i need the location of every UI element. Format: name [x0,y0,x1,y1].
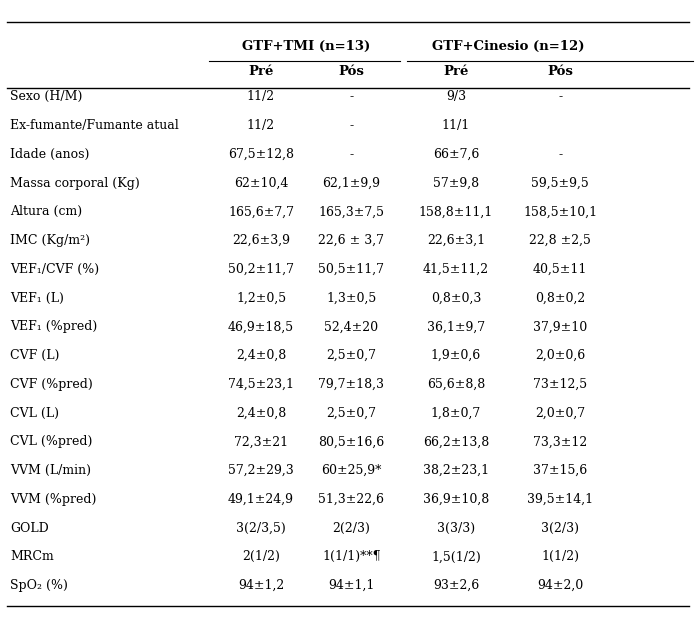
Text: Ex-fumante/Fumante atual: Ex-fumante/Fumante atual [10,119,179,132]
Text: 11/1: 11/1 [442,119,470,132]
Text: 38,2±23,1: 38,2±23,1 [422,464,489,477]
Text: 36,1±9,7: 36,1±9,7 [427,321,485,333]
Text: -: - [349,91,354,103]
Text: 37,9±10: 37,9±10 [533,321,587,333]
Text: GTF+TMI (n=13): GTF+TMI (n=13) [242,41,370,53]
Text: Pós: Pós [338,66,365,78]
Text: VEF₁ (L): VEF₁ (L) [10,292,64,304]
Text: 94±1,2: 94±1,2 [238,579,284,592]
Text: 94±1,1: 94±1,1 [329,579,374,592]
Text: 40,5±11: 40,5±11 [533,263,587,276]
Text: 1,2±0,5: 1,2±0,5 [236,292,286,304]
Text: 94±2,0: 94±2,0 [537,579,583,592]
Text: 158,8±11,1: 158,8±11,1 [419,206,493,218]
Text: Massa corporal (Kg): Massa corporal (Kg) [10,177,140,189]
Text: 49,1±24,9: 49,1±24,9 [228,493,294,506]
Text: 93±2,6: 93±2,6 [433,579,479,592]
Text: 51,3±22,6: 51,3±22,6 [319,493,384,506]
Text: 2(1/2): 2(1/2) [242,551,280,563]
Text: CVF (%pred): CVF (%pred) [10,378,93,391]
Text: 57,2±29,3: 57,2±29,3 [228,464,294,477]
Text: 73,3±12: 73,3±12 [533,436,587,448]
Text: 67,5±12,8: 67,5±12,8 [228,148,294,161]
Text: -: - [349,119,354,132]
Text: 165,3±7,5: 165,3±7,5 [319,206,384,218]
Text: 1,9±0,6: 1,9±0,6 [431,349,481,362]
Text: 11/2: 11/2 [247,91,275,103]
Text: 39,5±14,1: 39,5±14,1 [527,493,594,506]
Text: 66,2±13,8: 66,2±13,8 [422,436,489,448]
Text: 66±7,6: 66±7,6 [433,148,479,161]
Text: 79,7±18,3: 79,7±18,3 [319,378,384,391]
Text: VEF₁/CVF (%): VEF₁/CVF (%) [10,263,100,276]
Text: CVF (L): CVF (L) [10,349,60,362]
Text: MRCm: MRCm [10,551,54,563]
Text: 2,5±0,7: 2,5±0,7 [326,407,377,419]
Text: -: - [558,148,562,161]
Text: 37±15,6: 37±15,6 [533,464,587,477]
Text: GTF+Cinesio (n=12): GTF+Cinesio (n=12) [432,41,585,53]
Text: 2,4±0,8: 2,4±0,8 [236,407,286,419]
Text: 2(2/3): 2(2/3) [333,522,370,534]
Text: 1(1/1)**¶: 1(1/1)**¶ [322,551,381,563]
Text: 41,5±11,2: 41,5±11,2 [422,263,489,276]
Text: 80,5±16,6: 80,5±16,6 [318,436,385,448]
Text: 2,4±0,8: 2,4±0,8 [236,349,286,362]
Text: -: - [349,148,354,161]
Text: 3(2/3): 3(2/3) [541,522,579,534]
Text: 2,0±0,7: 2,0±0,7 [535,407,585,419]
Text: SpO₂ (%): SpO₂ (%) [10,579,68,592]
Text: 1(1/2): 1(1/2) [541,551,579,563]
Text: 73±12,5: 73±12,5 [533,378,587,391]
Text: Pós: Pós [547,66,574,78]
Text: CVL (L): CVL (L) [10,407,59,419]
Text: Idade (anos): Idade (anos) [10,148,90,161]
Text: 158,5±10,1: 158,5±10,1 [523,206,597,218]
Text: 165,6±7,7: 165,6±7,7 [228,206,294,218]
Text: 60±25,9*: 60±25,9* [322,464,381,477]
Text: Altura (cm): Altura (cm) [10,206,83,218]
Text: 0,8±0,2: 0,8±0,2 [535,292,585,304]
Text: Pré: Pré [443,66,468,78]
Text: 9/3: 9/3 [446,91,466,103]
Text: 62±10,4: 62±10,4 [234,177,288,189]
Text: 2,0±0,6: 2,0±0,6 [535,349,585,362]
Text: Sexo (H/M): Sexo (H/M) [10,91,83,103]
Text: -: - [558,91,562,103]
Text: 1,8±0,7: 1,8±0,7 [431,407,481,419]
Text: 36,9±10,8: 36,9±10,8 [422,493,489,506]
Text: GOLD: GOLD [10,522,49,534]
Text: 46,9±18,5: 46,9±18,5 [228,321,294,333]
Text: 3(3/3): 3(3/3) [437,522,475,534]
Text: 59,5±9,5: 59,5±9,5 [532,177,589,189]
Text: VEF₁ (%pred): VEF₁ (%pred) [10,321,97,333]
Text: 22,6 ± 3,7: 22,6 ± 3,7 [319,234,384,247]
Text: 62,1±9,9: 62,1±9,9 [322,177,381,189]
Text: 50,5±11,7: 50,5±11,7 [319,263,384,276]
Text: 72,3±21: 72,3±21 [234,436,288,448]
Text: 50,2±11,7: 50,2±11,7 [228,263,294,276]
Text: VVM (%pred): VVM (%pred) [10,493,97,506]
Text: CVL (%pred): CVL (%pred) [10,436,93,448]
Text: 11/2: 11/2 [247,119,275,132]
Text: IMC (Kg/m²): IMC (Kg/m²) [10,234,90,247]
Text: 1,5(1/2): 1,5(1/2) [431,551,481,563]
Text: 74,5±23,1: 74,5±23,1 [228,378,294,391]
Text: 3(2/3,5): 3(2/3,5) [236,522,286,534]
Text: 0,8±0,3: 0,8±0,3 [431,292,481,304]
Text: 22,6±3,9: 22,6±3,9 [232,234,290,247]
Text: Pré: Pré [248,66,274,78]
Text: 22,8 ±2,5: 22,8 ±2,5 [530,234,591,247]
Text: 57±9,8: 57±9,8 [433,177,479,189]
Text: 2,5±0,7: 2,5±0,7 [326,349,377,362]
Text: 65,6±8,8: 65,6±8,8 [427,378,485,391]
Text: 1,3±0,5: 1,3±0,5 [326,292,377,304]
Text: 22,6±3,1: 22,6±3,1 [427,234,485,247]
Text: VVM (L/min): VVM (L/min) [10,464,91,477]
Text: 52,4±20: 52,4±20 [324,321,379,333]
